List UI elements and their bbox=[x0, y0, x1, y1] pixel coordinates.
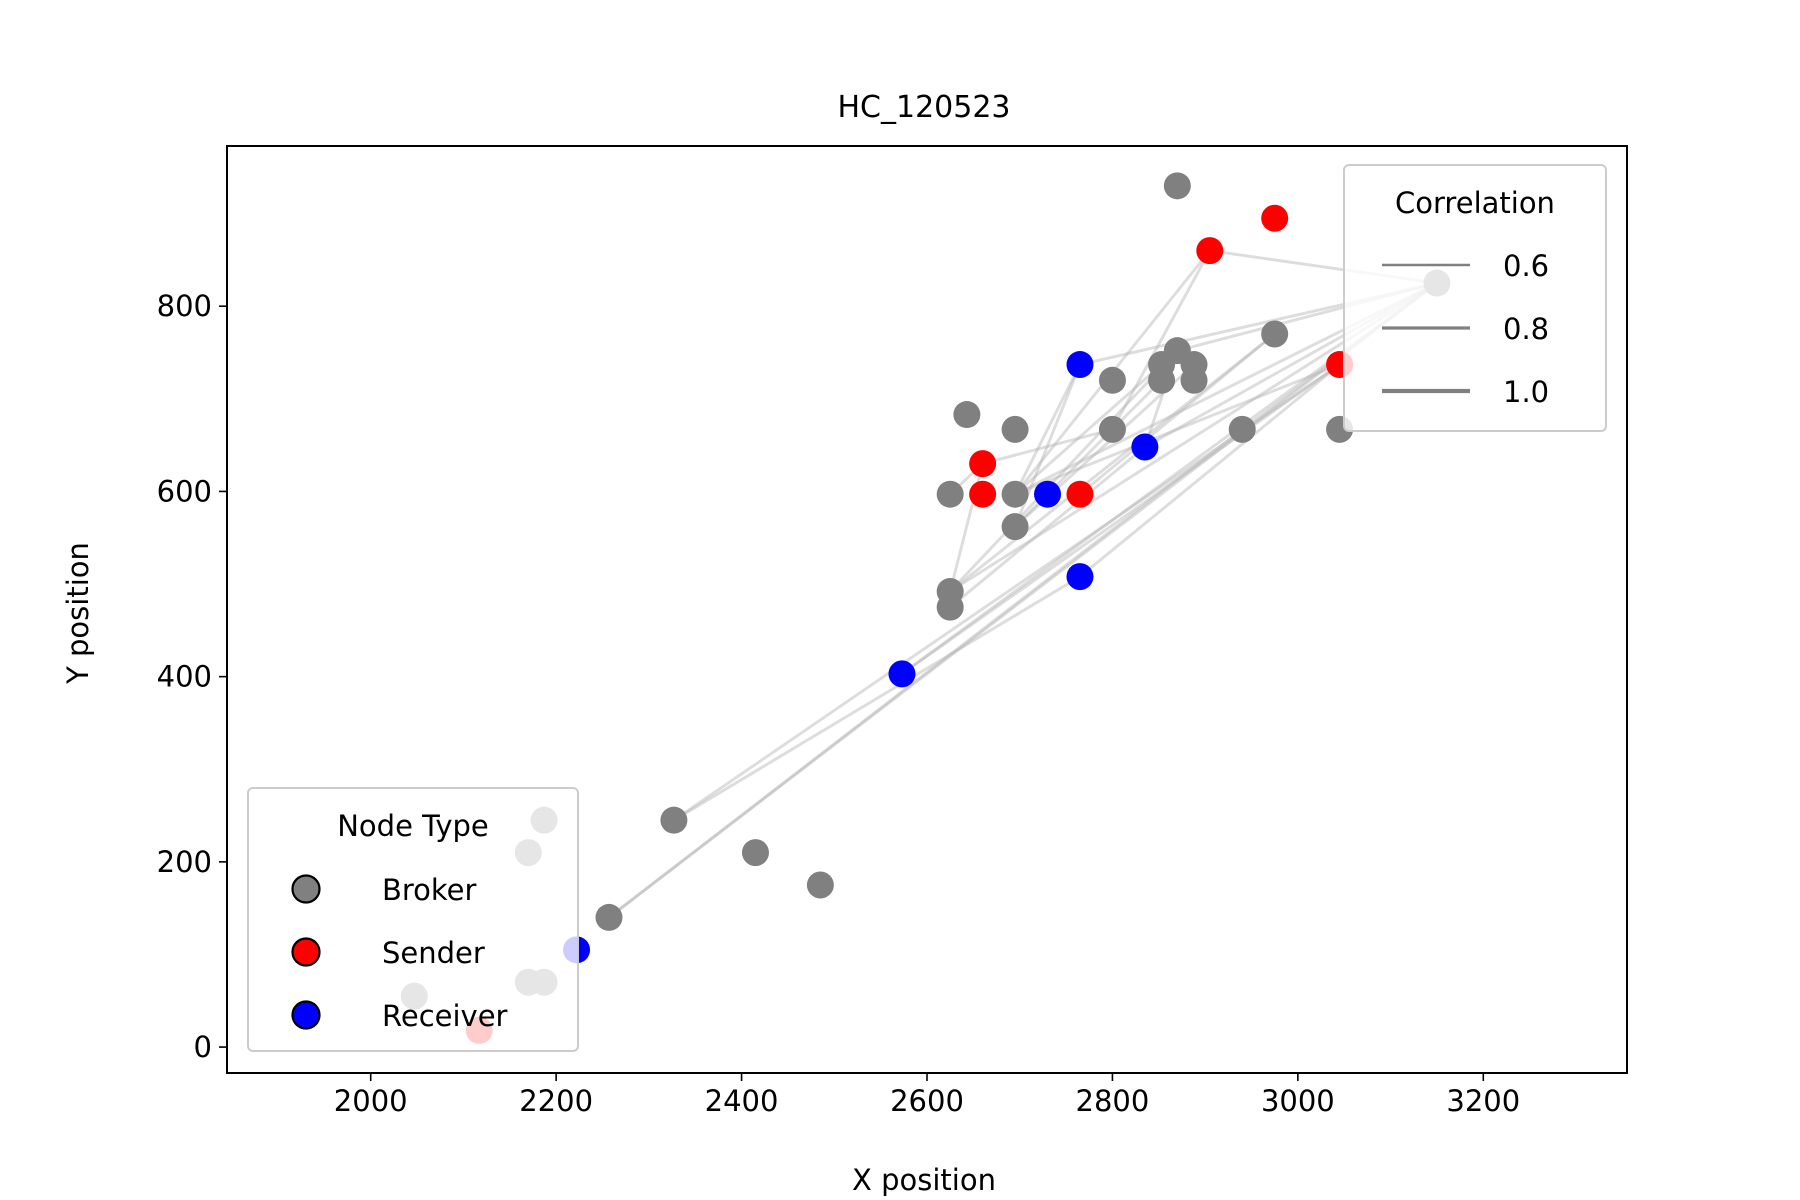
node-point-broker bbox=[741, 839, 769, 867]
node-type-legend-label: Broker bbox=[382, 873, 477, 907]
node-point-broker bbox=[1001, 513, 1029, 541]
correlation-legend-label: 0.8 bbox=[1503, 312, 1549, 346]
edge-line bbox=[1078, 332, 1277, 496]
x-tick-label: 2000 bbox=[334, 1084, 408, 1118]
x-tick-label: 2800 bbox=[1076, 1084, 1150, 1118]
node-type-legend-marker-receiver bbox=[291, 1000, 321, 1030]
edge-line bbox=[981, 427, 1114, 466]
node-point-broker bbox=[1228, 415, 1256, 443]
edge-line bbox=[1013, 363, 1164, 496]
edge-line bbox=[607, 281, 1439, 919]
node-type-legend-marker-broker bbox=[291, 874, 321, 904]
node-point-receiver bbox=[888, 660, 916, 688]
node-type-legend-title: Node Type bbox=[337, 809, 489, 843]
node-point-broker bbox=[1180, 366, 1208, 394]
edge-line bbox=[948, 349, 1179, 593]
y-tick-label: 400 bbox=[157, 660, 212, 694]
y-tick-label: 600 bbox=[157, 474, 212, 508]
node-point-broker bbox=[1001, 480, 1029, 508]
node-point-broker bbox=[1001, 415, 1029, 443]
node-type-legend-label: Receiver bbox=[382, 999, 508, 1033]
edge-line bbox=[1013, 363, 1342, 496]
edge-line bbox=[607, 427, 1244, 919]
node-point-broker bbox=[806, 871, 834, 899]
node-point-receiver bbox=[1066, 563, 1094, 591]
x-tick-label: 3000 bbox=[1261, 1084, 1335, 1118]
x-tick-label: 2400 bbox=[705, 1084, 779, 1118]
node-point-broker bbox=[1098, 366, 1126, 394]
node-point-broker bbox=[1163, 172, 1191, 200]
y-axis-label: Y position bbox=[61, 542, 95, 685]
edge-line bbox=[948, 445, 1147, 609]
y-tick-label: 0 bbox=[194, 1030, 212, 1064]
correlation-legend: Correlation 0.6 0.8 1.0 bbox=[1343, 164, 1607, 432]
y-tick-label: 200 bbox=[157, 845, 212, 879]
chart-title: HC_120523 bbox=[837, 90, 1010, 125]
x-tick-label: 2200 bbox=[519, 1084, 593, 1118]
correlation-legend-label: 0.6 bbox=[1503, 249, 1549, 283]
y-tick-label: 800 bbox=[157, 289, 212, 323]
correlation-legend-box bbox=[1343, 164, 1607, 432]
x-tick-label: 2600 bbox=[890, 1084, 964, 1118]
node-type-legend-marker-sender bbox=[291, 937, 321, 967]
node-point-broker bbox=[660, 806, 688, 834]
node-point-sender bbox=[1196, 237, 1224, 265]
node-type-legend: Node Type Broker Sender Receiver bbox=[247, 787, 579, 1052]
node-type-legend-box bbox=[247, 787, 579, 1052]
correlation-legend-label: 1.0 bbox=[1503, 375, 1549, 409]
node-point-sender bbox=[969, 480, 997, 508]
edge-line bbox=[672, 363, 1342, 822]
node-point-broker bbox=[936, 480, 964, 508]
node-point-broker bbox=[1098, 415, 1126, 443]
correlation-legend-title: Correlation bbox=[1395, 186, 1555, 220]
x-axis-label: X position bbox=[852, 1163, 996, 1197]
edge-line bbox=[948, 332, 1277, 593]
node-point-broker bbox=[936, 593, 964, 621]
edge-line bbox=[1013, 363, 1082, 496]
node-point-broker bbox=[1148, 366, 1176, 394]
node-point-sender bbox=[1066, 480, 1094, 508]
node-point-receiver bbox=[1131, 433, 1159, 461]
node-point-receiver bbox=[1034, 480, 1062, 508]
edge-line bbox=[672, 575, 1082, 822]
node-point-sender bbox=[969, 450, 997, 478]
node-type-legend-label: Sender bbox=[382, 936, 485, 970]
node-point-receiver bbox=[1066, 351, 1094, 379]
node-point-broker bbox=[953, 401, 981, 429]
node-point-sender bbox=[1261, 204, 1289, 232]
node-point-broker bbox=[1261, 320, 1289, 348]
edge-line bbox=[1078, 363, 1342, 579]
edge-line bbox=[900, 363, 1342, 676]
node-point-broker bbox=[595, 903, 623, 931]
edge-line bbox=[1110, 249, 1212, 431]
x-tick-label: 3200 bbox=[1446, 1084, 1520, 1118]
